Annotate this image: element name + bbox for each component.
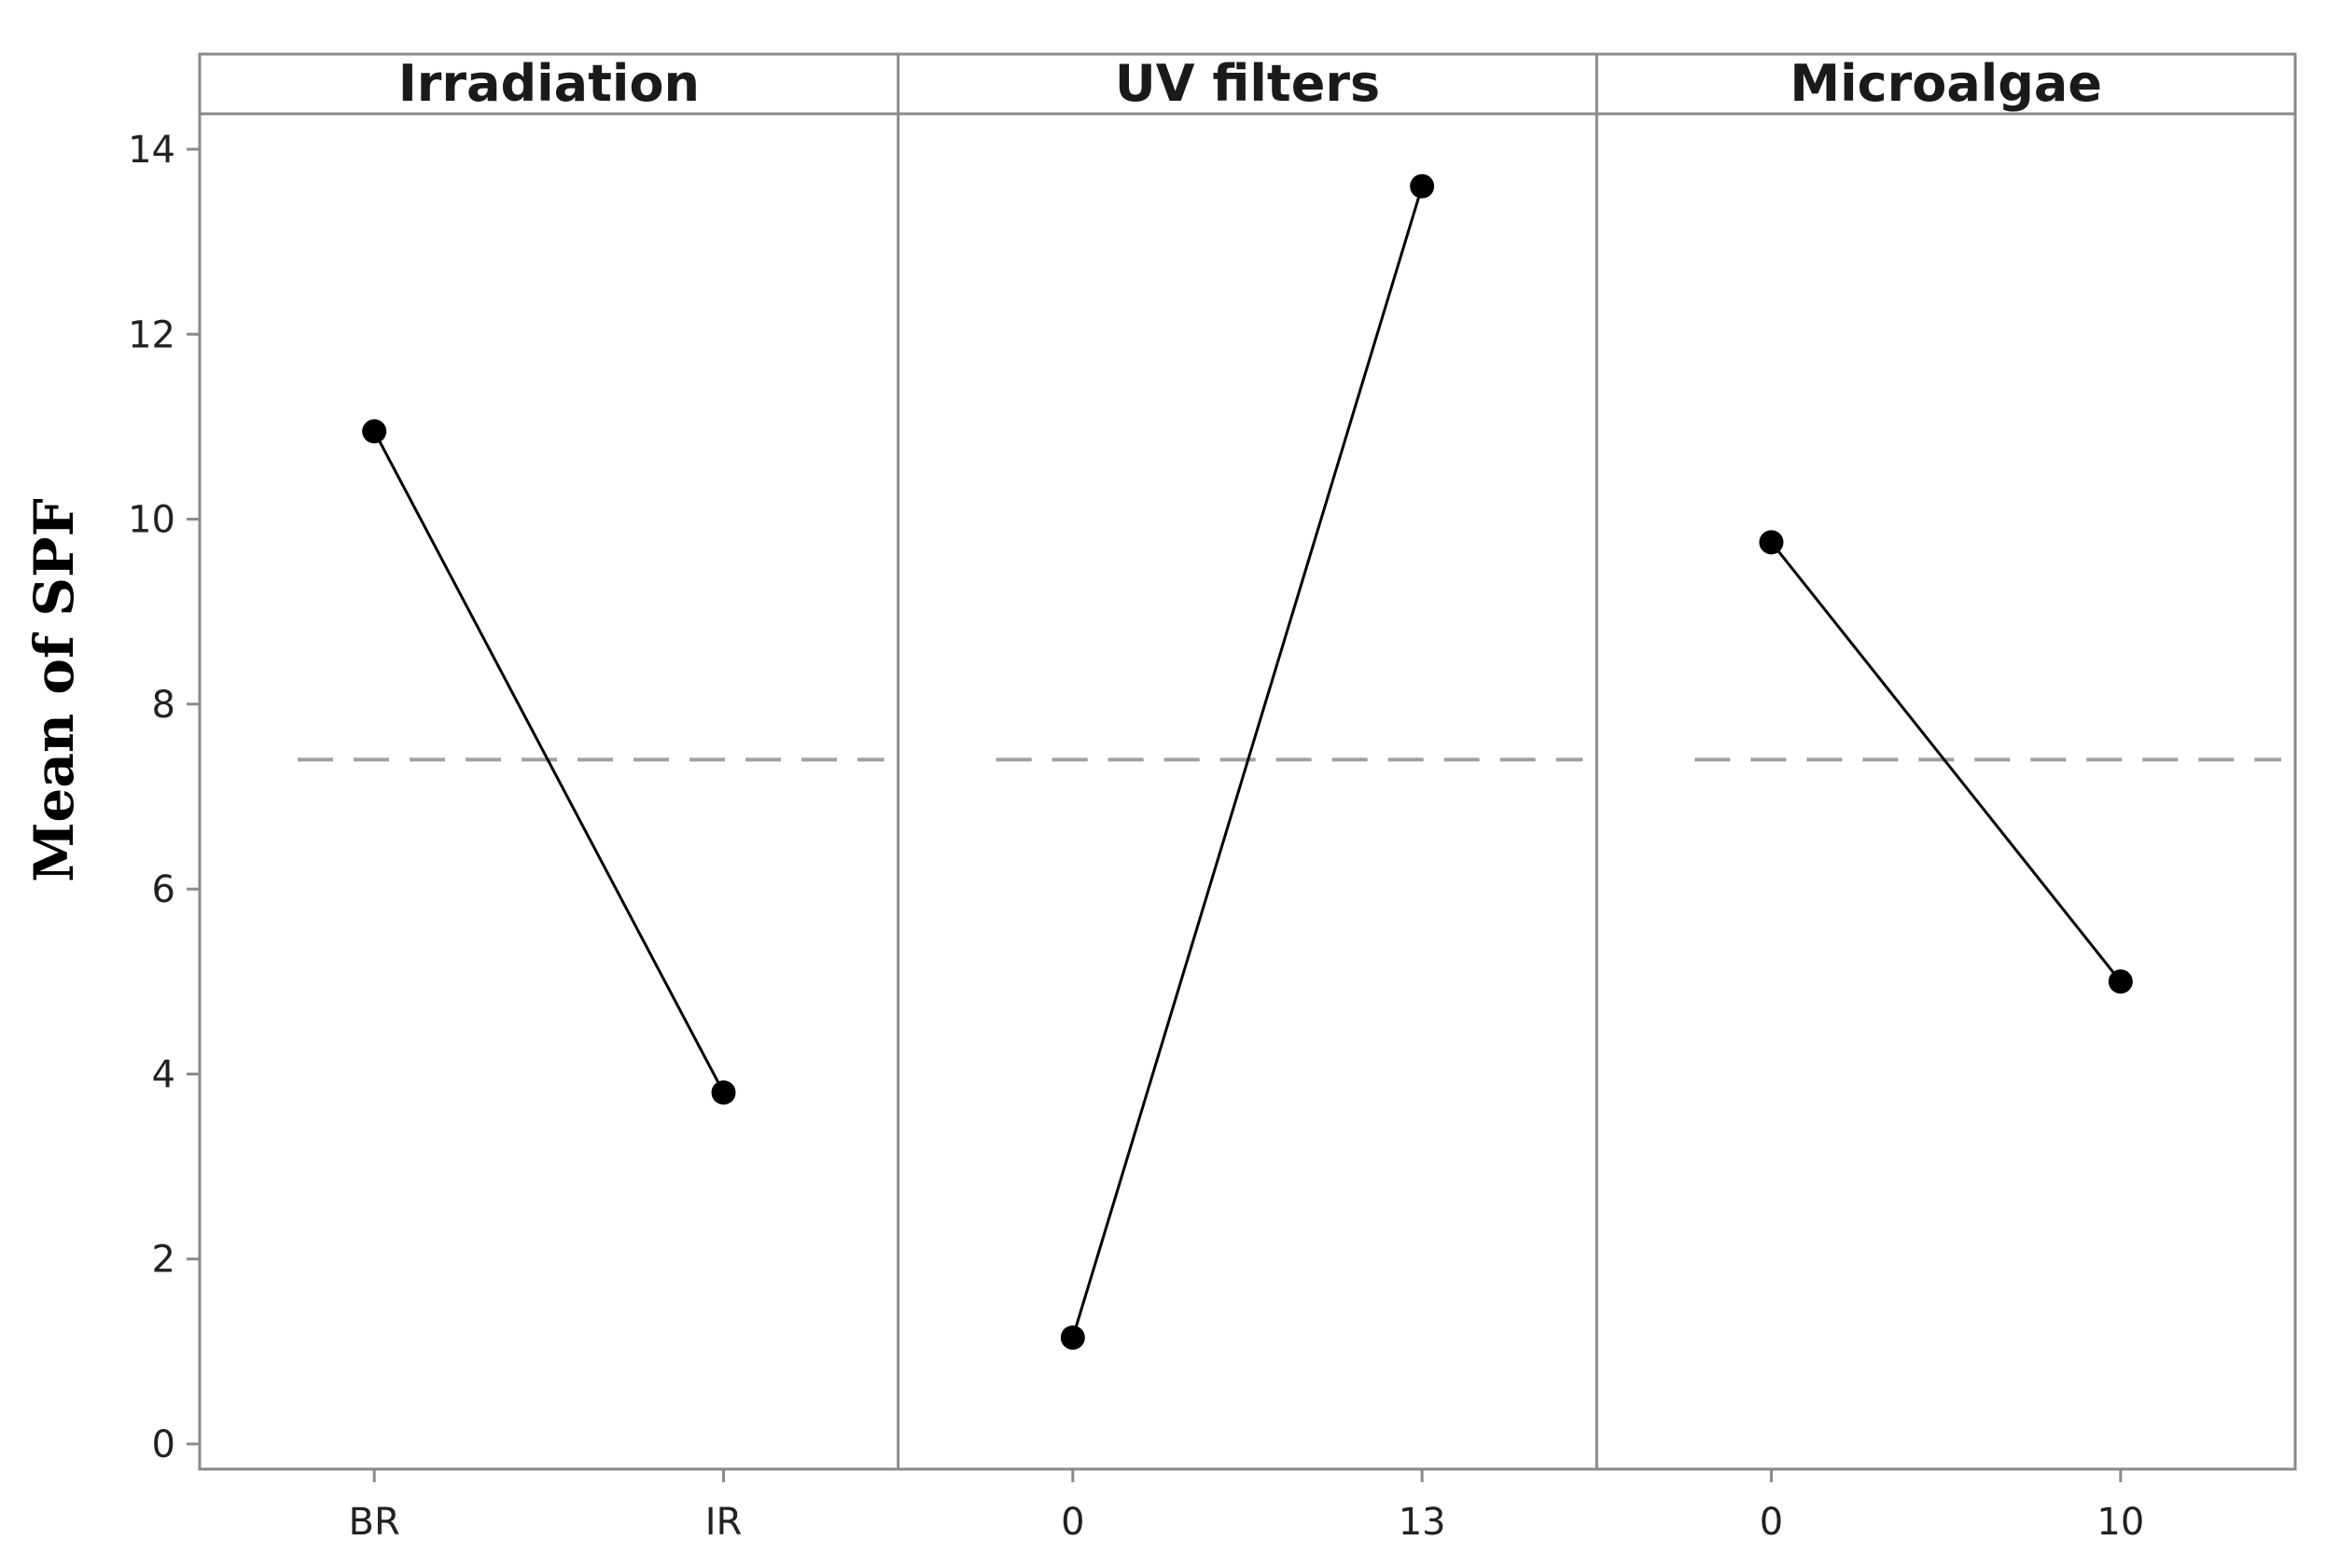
- y-tick-label: 12: [128, 313, 175, 356]
- plot-frame: [198, 52, 2297, 1471]
- series-line: [1770, 541, 2123, 983]
- y-tick-label: 4: [152, 1053, 175, 1096]
- x-tick-label: 13: [1399, 1501, 1446, 1544]
- data-point: [1759, 530, 1784, 555]
- panel-title: Irradiation: [398, 54, 700, 113]
- y-tick-label: 6: [152, 868, 175, 911]
- series-line: [372, 430, 725, 1093]
- panel-title: Microalgae: [1790, 54, 2102, 113]
- x-tick-label: IR: [705, 1501, 743, 1544]
- data-point: [2108, 969, 2133, 994]
- y-axis-label: Mean of SPF: [22, 498, 86, 882]
- x-tick-label: 0: [1760, 1501, 1783, 1544]
- x-tick-label: BR: [349, 1501, 400, 1544]
- y-tick-label: 10: [128, 499, 175, 542]
- panel-title: UV filters: [1115, 54, 1380, 113]
- y-tick-label: 2: [152, 1239, 175, 1282]
- data-point: [1410, 173, 1435, 199]
- y-tick-label: 0: [152, 1423, 175, 1466]
- data-point: [1060, 1325, 1085, 1350]
- series-line: [1071, 186, 1424, 1339]
- data-point: [362, 419, 387, 444]
- y-tick-label: 8: [152, 684, 175, 727]
- y-tick-label: 14: [128, 129, 175, 172]
- x-tick-label: 10: [2096, 1501, 2144, 1544]
- x-tick-label: 0: [1061, 1501, 1084, 1544]
- data-point: [711, 1080, 736, 1105]
